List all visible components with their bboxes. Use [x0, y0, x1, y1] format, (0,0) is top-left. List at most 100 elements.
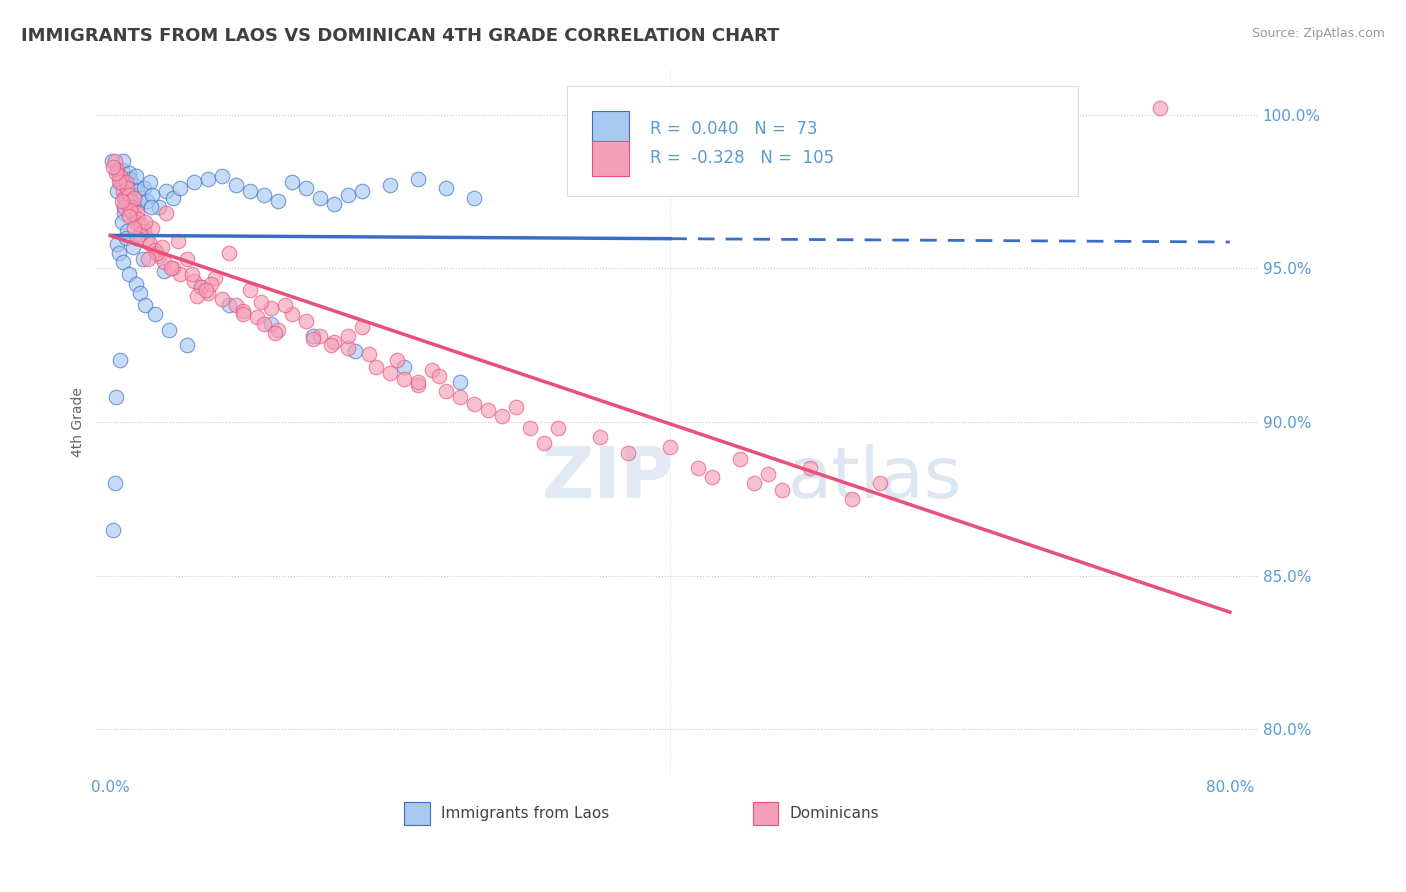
- Point: [366, 359, 388, 374]
- Point: [434, 181, 457, 195]
- Point: [114, 175, 136, 189]
- Point: [112, 200, 135, 214]
- Point: [406, 378, 429, 392]
- Point: [138, 236, 160, 251]
- Point: [118, 202, 141, 217]
- Point: [125, 230, 148, 244]
- Point: [122, 178, 145, 193]
- Point: [232, 307, 254, 321]
- Point: [111, 255, 134, 269]
- Point: [136, 252, 159, 266]
- Point: [688, 461, 710, 475]
- Point: [253, 317, 276, 331]
- Point: [547, 421, 569, 435]
- Point: [742, 476, 765, 491]
- Point: [232, 304, 254, 318]
- Point: [225, 298, 247, 312]
- FancyBboxPatch shape: [592, 111, 630, 146]
- Point: [728, 451, 751, 466]
- Point: [114, 230, 136, 244]
- Point: [152, 264, 174, 278]
- Point: [115, 181, 138, 195]
- Point: [118, 194, 141, 208]
- Point: [186, 289, 208, 303]
- Point: [135, 194, 157, 208]
- Point: [841, 491, 863, 506]
- Point: [392, 359, 415, 374]
- Point: [392, 372, 415, 386]
- Point: [159, 261, 181, 276]
- Point: [107, 175, 129, 189]
- Point: [148, 200, 170, 214]
- Point: [110, 163, 132, 178]
- Point: [131, 252, 153, 266]
- Point: [197, 285, 219, 300]
- Point: [1149, 102, 1171, 116]
- Point: [155, 185, 177, 199]
- Point: [162, 261, 184, 276]
- Point: [108, 169, 131, 183]
- Point: [121, 187, 143, 202]
- Point: [176, 252, 198, 266]
- Point: [218, 246, 240, 260]
- Point: [323, 334, 346, 349]
- Point: [121, 240, 143, 254]
- Text: IMMIGRANTS FROM LAOS VS DOMINICAN 4TH GRADE CORRELATION CHART: IMMIGRANTS FROM LAOS VS DOMINICAN 4TH GR…: [21, 27, 779, 45]
- Point: [352, 185, 374, 199]
- Point: [124, 277, 146, 291]
- Point: [589, 430, 612, 444]
- Point: [101, 523, 124, 537]
- Point: [449, 390, 471, 404]
- Point: [463, 396, 485, 410]
- Point: [112, 191, 135, 205]
- Point: [225, 178, 247, 193]
- Point: [267, 323, 290, 337]
- Point: [533, 436, 555, 450]
- Point: [112, 206, 135, 220]
- Point: [117, 209, 139, 223]
- Point: [105, 163, 128, 178]
- Point: [111, 153, 134, 168]
- Point: [519, 421, 541, 435]
- Point: [104, 390, 127, 404]
- Point: [799, 461, 821, 475]
- Point: [124, 215, 146, 229]
- Point: [134, 215, 156, 229]
- Point: [117, 166, 139, 180]
- Point: [281, 175, 304, 189]
- Point: [406, 375, 429, 389]
- Point: [120, 194, 142, 208]
- Point: [869, 476, 891, 491]
- Point: [107, 246, 129, 260]
- Point: [157, 323, 180, 337]
- Text: atlas: atlas: [787, 444, 962, 513]
- Point: [239, 283, 262, 297]
- Point: [112, 200, 135, 214]
- FancyBboxPatch shape: [592, 141, 630, 176]
- Point: [617, 446, 640, 460]
- Point: [180, 268, 202, 282]
- Point: [260, 301, 283, 316]
- Point: [128, 227, 150, 242]
- Point: [246, 310, 269, 325]
- Point: [302, 332, 325, 346]
- Point: [104, 166, 127, 180]
- Point: [337, 341, 360, 355]
- Text: R =  0.040   N =  73: R = 0.040 N = 73: [651, 120, 818, 137]
- Point: [281, 307, 304, 321]
- Point: [267, 194, 290, 208]
- Point: [107, 169, 129, 183]
- Point: [122, 221, 145, 235]
- Point: [183, 175, 205, 189]
- Point: [141, 221, 163, 235]
- Point: [337, 329, 360, 343]
- Point: [190, 279, 212, 293]
- Point: [101, 160, 124, 174]
- Point: [211, 169, 233, 183]
- Point: [491, 409, 513, 423]
- Point: [477, 402, 499, 417]
- Point: [139, 200, 162, 214]
- Text: ZIP: ZIP: [541, 444, 673, 513]
- Point: [253, 187, 276, 202]
- Y-axis label: 4th Grade: 4th Grade: [72, 387, 86, 457]
